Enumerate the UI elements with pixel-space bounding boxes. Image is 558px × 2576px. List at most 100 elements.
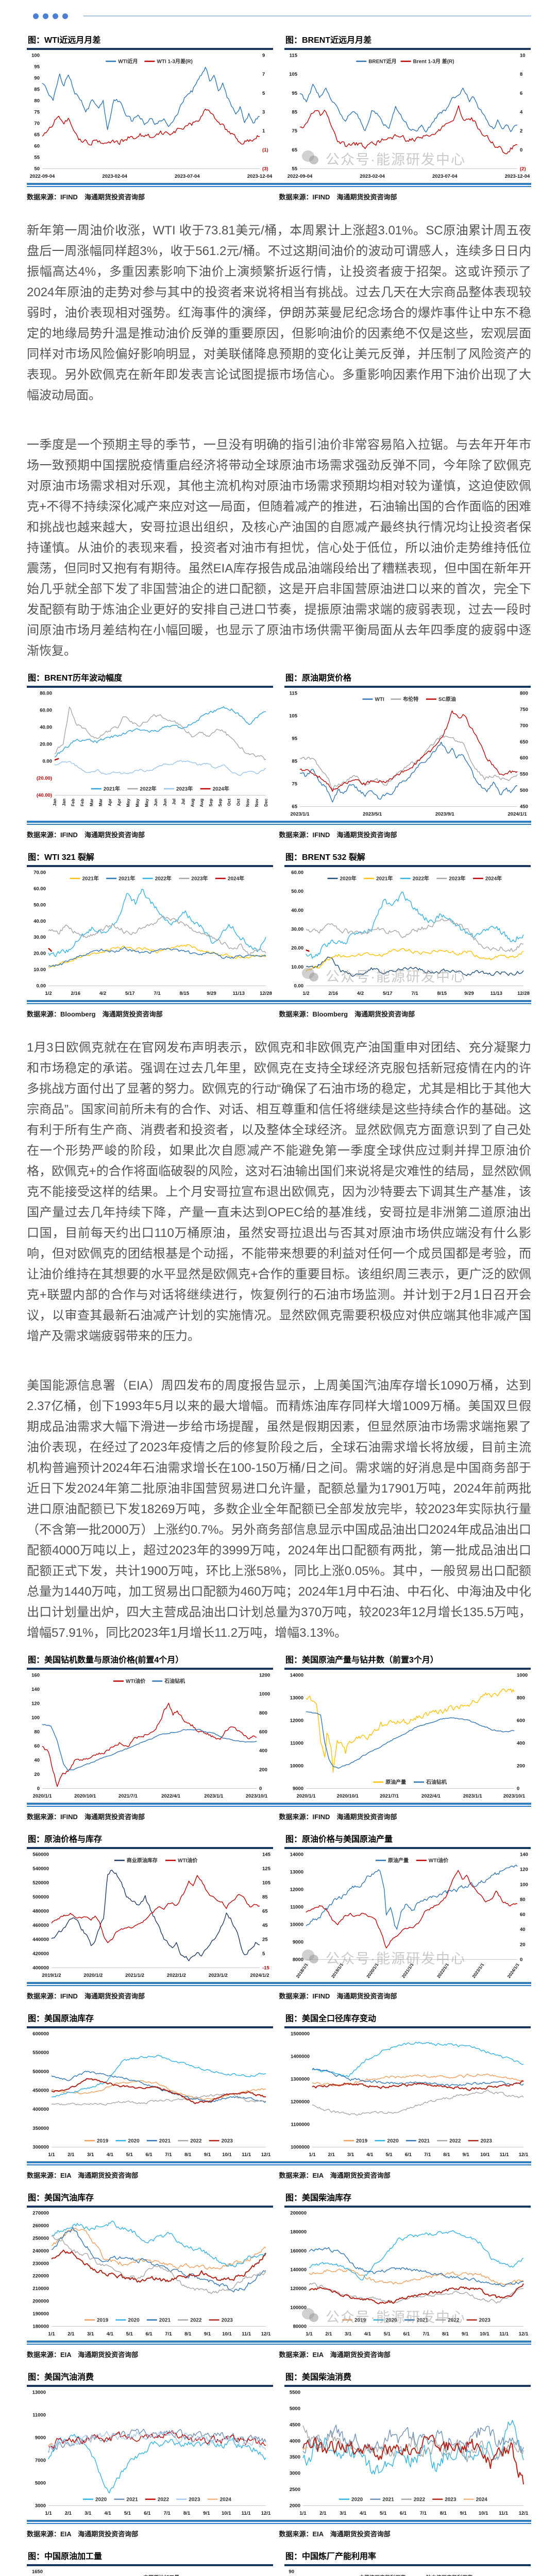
svg-text:12/1: 12/1 (261, 2511, 271, 2516)
svg-text:Aug: Aug (190, 799, 195, 807)
svg-text:300000: 300000 (32, 2145, 49, 2150)
svg-text:9000: 9000 (35, 2435, 46, 2441)
svg-text:2020/1/1: 2020/1/1 (365, 1962, 379, 1979)
svg-text:2019: 2019 (354, 2318, 366, 2324)
chart-row-separator (27, 2341, 531, 2345)
chart-title: 图：BRENT历年波动幅度 (27, 670, 273, 688)
data-source-label: 数据来源：EIA 海通期货投资咨询部 (27, 2172, 139, 2179)
svg-text:7000: 7000 (35, 2458, 46, 2464)
svg-text:400000: 400000 (32, 1965, 49, 1971)
svg-text:250000: 250000 (32, 2235, 49, 2241)
svg-text:95: 95 (34, 64, 40, 70)
svg-text:140000: 140000 (290, 2267, 307, 2273)
svg-text:2021: 2021 (417, 2318, 429, 2324)
svg-text:120000: 120000 (290, 2286, 307, 2292)
svg-text:55: 55 (292, 166, 297, 172)
svg-text:2022年: 2022年 (140, 786, 156, 792)
svg-text:105: 105 (289, 72, 298, 77)
svg-text:55: 55 (34, 155, 40, 161)
svg-text:5/1: 5/1 (126, 2331, 133, 2337)
svg-text:4500: 4500 (290, 2422, 300, 2428)
svg-text:2021年: 2021年 (104, 786, 120, 792)
chart-panel: 图：中国原油加工量 1650155014501350125011502021/1/… (27, 2548, 273, 2576)
svg-text:4/1: 4/1 (107, 2331, 114, 2337)
svg-text:600000: 600000 (32, 2031, 49, 2037)
chart-panel: 图：BRENT近远月月差 115 105 95 85 75 65 55 10 8 6 4 2 0 (2) 20… (284, 32, 531, 182)
chart-panel: 图：WTI 321 裂解 70.00 60.00 50.00 40.00 30.00 20.… (27, 849, 273, 999)
svg-text:5000: 5000 (35, 2481, 46, 2486)
svg-text:2021年: 2021年 (82, 875, 99, 882)
svg-text:180000: 180000 (290, 2229, 307, 2235)
svg-text:(1): (1) (262, 147, 268, 153)
svg-text:8/1: 8/1 (184, 2331, 192, 2337)
chart-title: 图：WTI近远月月差 (27, 32, 273, 50)
svg-text:160000: 160000 (290, 2248, 307, 2254)
svg-text:2024/1/1: 2024/1/1 (508, 811, 528, 817)
svg-text:2021/1/1: 2021/1/1 (400, 1962, 414, 1979)
svg-text:1200: 1200 (259, 1673, 270, 1679)
svg-text:12000: 12000 (290, 1718, 303, 1724)
svg-text:5/1: 5/1 (126, 2152, 133, 2158)
svg-text:8/1: 8/1 (443, 2152, 450, 2158)
svg-text:20.00: 20.00 (40, 742, 52, 748)
svg-text:2023/1/1: 2023/1/1 (463, 1793, 483, 1799)
svg-text:5/1: 5/1 (124, 2511, 131, 2516)
svg-text:2019/1/1: 2019/1/1 (330, 1962, 344, 1979)
svg-text:0: 0 (37, 1786, 40, 1792)
svg-text:8/1: 8/1 (184, 2152, 192, 2158)
svg-text:6/1: 6/1 (145, 2331, 153, 2337)
svg-text:13000: 13000 (32, 2390, 46, 2396)
svg-text:600: 600 (259, 1730, 267, 1735)
svg-text:2024/1/1: 2024/1/1 (506, 1962, 520, 1979)
svg-text:70.00: 70.00 (33, 870, 46, 876)
svg-text:5000: 5000 (290, 2406, 300, 2412)
svg-text:布伦特: 布伦特 (403, 696, 418, 703)
svg-text:原油产量: 原油产量 (385, 1779, 406, 1786)
svg-text:3/1: 3/1 (347, 2152, 354, 2158)
svg-text:7/1: 7/1 (164, 2511, 171, 2516)
svg-text:145: 145 (262, 1852, 271, 1858)
header-rule (83, 15, 531, 16)
svg-text:Aug: Aug (199, 799, 204, 807)
svg-text:1/2: 1/2 (302, 991, 309, 996)
svg-text:200: 200 (517, 1764, 525, 1769)
svg-text:20.00: 20.00 (291, 945, 303, 951)
svg-text:主营炼厂产能利用率: 主营炼厂产能利用率 (359, 2574, 405, 2576)
svg-text:200000: 200000 (290, 2211, 307, 2216)
svg-text:125: 125 (262, 1866, 271, 1872)
svg-text:45: 45 (262, 1923, 268, 1928)
svg-text:2023/10/1: 2023/10/1 (246, 1793, 268, 1799)
svg-text:2020: 2020 (95, 2497, 107, 2503)
svg-text:6/1: 6/1 (144, 2511, 151, 2516)
svg-text:400000: 400000 (32, 2107, 49, 2112)
svg-text:40: 40 (34, 1758, 40, 1764)
svg-text:11/13: 11/13 (491, 991, 502, 996)
svg-text:2022年: 2022年 (155, 875, 172, 882)
svg-text:2023-02-04: 2023-02-04 (360, 174, 385, 179)
svg-text:1400000: 1400000 (291, 2054, 310, 2060)
svg-text:BRENT近月: BRENT近月 (368, 58, 396, 65)
svg-text:460000: 460000 (32, 1923, 49, 1928)
svg-text:2020/10/1: 2020/10/1 (337, 1793, 359, 1799)
svg-text:80.00: 80.00 (40, 691, 52, 697)
chart-8: 560000 540000 520000 500000 480000 460000 4400… (32, 1852, 271, 1979)
svg-text:350000: 350000 (32, 2126, 49, 2131)
svg-text:May: May (126, 799, 131, 807)
svg-text:160: 160 (31, 1673, 40, 1679)
chart-row-slot-4: 图：原油价格与库存 560000 540000 520000 500000 480000 4… (27, 1831, 531, 2002)
svg-text:2023-07-04: 2023-07-04 (175, 174, 200, 179)
svg-text:90: 90 (34, 76, 40, 81)
svg-text:2022: 2022 (190, 2139, 202, 2144)
svg-text:50.00: 50.00 (33, 902, 46, 908)
chart-panel: 图：WTI近远月月差 100 95 90 85 80 75 70 65 60 55 50 9 7 5 3 1 (1… (27, 32, 273, 182)
svg-text:9/1: 9/1 (460, 2511, 467, 2516)
chart-title: 图：美国汽油库存 (27, 2190, 273, 2208)
svg-text:140: 140 (520, 1852, 528, 1858)
chart-row: 图：美国原油库存 600000 550000 500000 450000 400000 35… (27, 2010, 531, 2181)
chart-1: 115 105 95 85 75 65 55 10 8 6 4 2 0 (2) 2022-09-04 2023… (288, 53, 530, 180)
svg-text:180000: 180000 (32, 2324, 49, 2330)
svg-text:3/1: 3/1 (345, 2331, 352, 2337)
svg-text:WTI: WTI (375, 697, 385, 703)
svg-text:Oct: Oct (227, 799, 232, 806)
svg-text:Mar: Mar (98, 798, 103, 806)
